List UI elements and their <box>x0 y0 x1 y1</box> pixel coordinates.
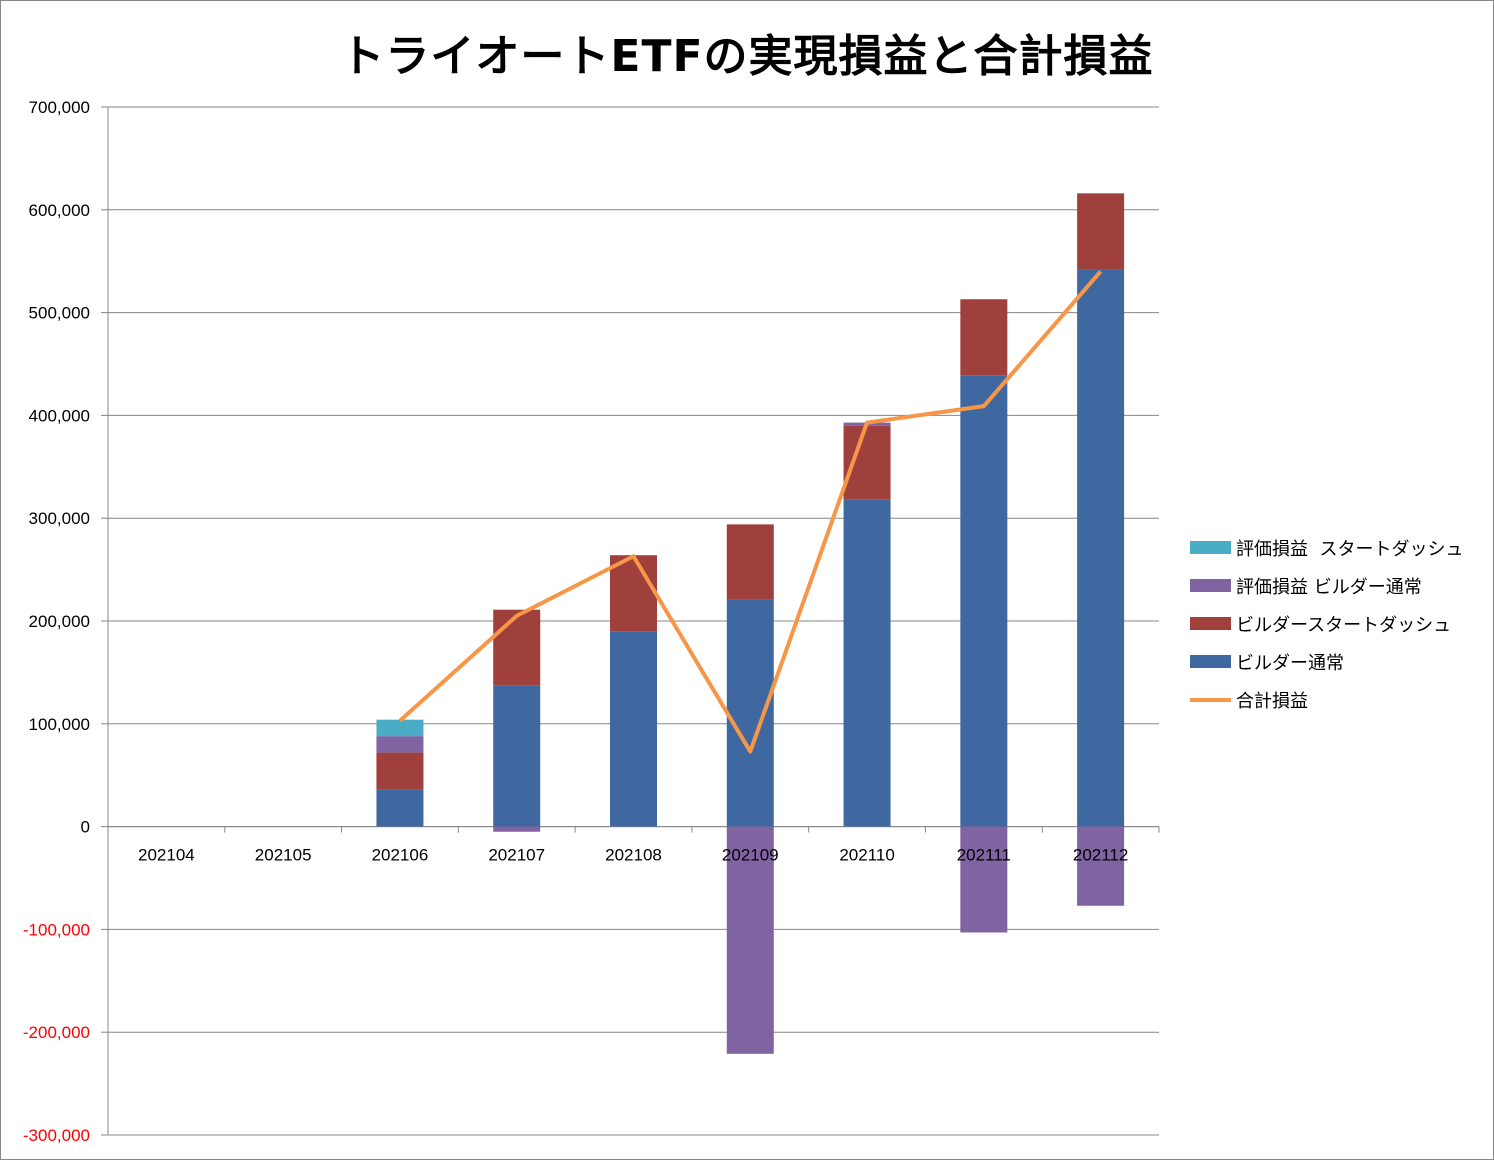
y-tick-label: 300,000 <box>29 509 90 528</box>
x-tick-label: 202105 <box>255 846 312 865</box>
bar-segment <box>843 425 891 500</box>
bar-segment <box>1077 269 1125 827</box>
legend-label: 評価損益 スタートダッシュ <box>1236 539 1464 560</box>
y-tick-label: 100,000 <box>29 715 90 734</box>
x-tick-label: 202110 <box>839 846 894 865</box>
bar-segment <box>376 752 424 790</box>
y-tick-label: 0 <box>81 818 90 837</box>
legend-swatch <box>1190 698 1231 702</box>
bar-segment <box>726 524 774 600</box>
legend-item: ビルダー通常 <box>1190 647 1490 685</box>
bar-segment <box>960 375 1008 827</box>
bar-segment <box>610 631 657 827</box>
y-tick-label: -300,000 <box>23 1126 90 1145</box>
y-tick-label: 200,000 <box>29 612 90 631</box>
bar-segment <box>493 685 541 827</box>
legend-item: 評価損益 ビルダー通常 <box>1190 571 1490 609</box>
bar-segment <box>493 609 541 686</box>
y-tick-label: 400,000 <box>29 406 90 425</box>
legend-swatch <box>1190 655 1231 668</box>
bar-segment <box>726 826 774 1054</box>
bar-segment <box>376 736 424 753</box>
bar-segment <box>843 499 891 827</box>
legend-item: ビルダースタートダッシュ <box>1190 609 1490 647</box>
x-tick-label: 202107 <box>488 846 545 865</box>
bar-segment <box>1077 826 1125 906</box>
y-tick-label: -100,000 <box>23 920 90 939</box>
legend-swatch <box>1190 579 1231 592</box>
x-tick-label: 202109 <box>722 846 779 865</box>
x-tick-label: 202108 <box>605 846 662 865</box>
legend-item: 評価損益 スタートダッシュ <box>1190 533 1490 571</box>
legend-label: 合計損益 <box>1236 691 1308 712</box>
legend-item: 合計損益 <box>1190 685 1490 723</box>
legend-label: ビルダースタートダッシュ <box>1236 615 1452 636</box>
bar-segment <box>493 826 541 832</box>
bar-segment <box>610 555 657 632</box>
bar-segment <box>1077 193 1125 270</box>
legend-swatch <box>1190 617 1231 630</box>
bar-segment <box>376 719 424 737</box>
x-tick-label: 202106 <box>372 846 429 865</box>
bar-segment <box>726 599 774 827</box>
x-tick-label: 202111 <box>957 846 1011 865</box>
legend-swatch <box>1190 541 1231 554</box>
x-tick-label: 202104 <box>138 846 195 865</box>
y-tick-label: -200,000 <box>23 1023 90 1042</box>
bar-segment <box>960 826 1008 933</box>
y-tick-label: 700,000 <box>29 98 90 117</box>
legend-label: 評価損益 ビルダー通常 <box>1236 577 1422 598</box>
chart-title: トライオートETFの実現損益と合計損益 <box>340 31 1154 82</box>
line-series-total <box>398 270 1103 754</box>
y-tick-label: 600,000 <box>29 201 90 220</box>
bar-segment <box>960 299 1008 376</box>
bar-segment <box>376 789 424 827</box>
y-tick-label: 500,000 <box>29 304 90 323</box>
legend-label: ビルダー通常 <box>1236 653 1344 674</box>
legend: 評価損益 スタートダッシュ 評価損益 ビルダー通常ビルダースタートダッシュ ビルダー… <box>1190 533 1490 723</box>
x-tick-label: 202112 <box>1073 846 1128 865</box>
